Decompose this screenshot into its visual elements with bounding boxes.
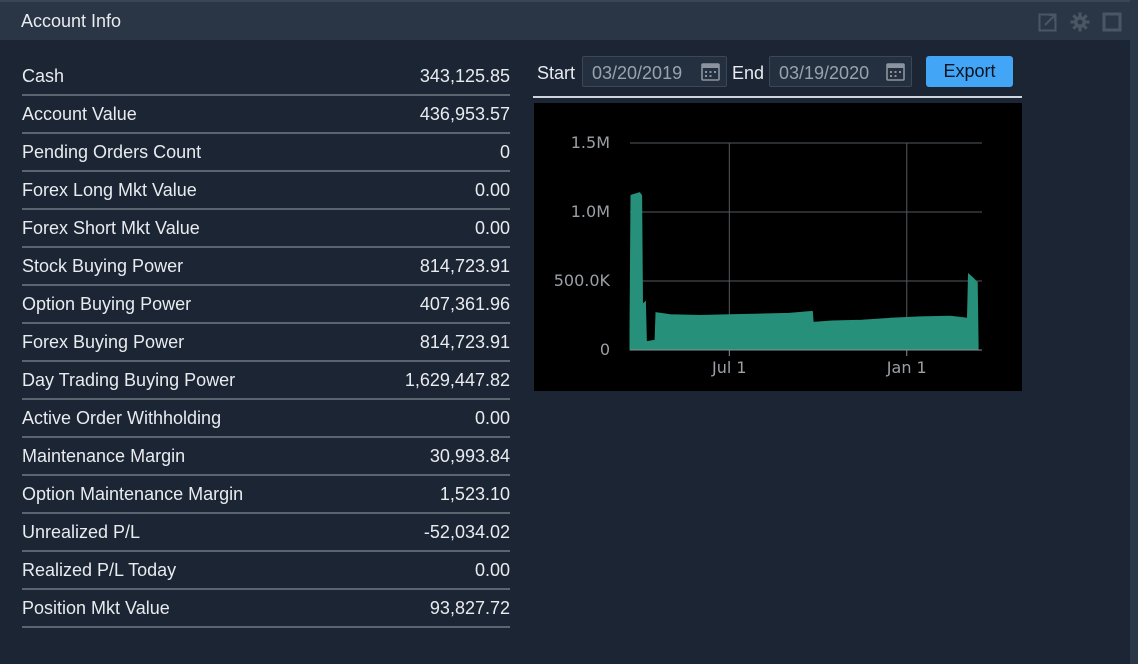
info-row: Pending Orders Count 0 bbox=[22, 134, 510, 172]
info-row: Forex Short Mkt Value 0.00 bbox=[22, 210, 510, 248]
info-row-label: Position Mkt Value bbox=[22, 598, 170, 618]
info-row: Active Order Withholding 0.00 bbox=[22, 400, 510, 438]
area-series bbox=[629, 192, 979, 351]
y-tick-label: 1.0M bbox=[571, 202, 610, 221]
info-row: Forex Long Mkt Value 0.00 bbox=[22, 172, 510, 210]
info-row-label: Forex Short Mkt Value bbox=[22, 218, 200, 238]
calendar-icon[interactable] bbox=[886, 62, 905, 86]
info-row-label: Forex Long Mkt Value bbox=[22, 180, 197, 200]
info-row-value: 0 bbox=[499, 142, 510, 162]
info-row-value: -52,034.02 bbox=[423, 522, 510, 542]
info-row-value: 814,723.91 bbox=[419, 332, 510, 352]
end-label: End bbox=[732, 63, 765, 83]
info-row-label: Option Buying Power bbox=[22, 294, 192, 314]
info-row: Day Trading Buying Power 1,629,447.82 bbox=[22, 362, 510, 400]
info-row-label: Unrealized P/L bbox=[22, 522, 141, 542]
settings-icon[interactable] bbox=[1069, 11, 1090, 32]
info-row: Option Buying Power 407,361.96 bbox=[22, 286, 510, 324]
end-date-input[interactable]: 03/19/2020 bbox=[769, 56, 912, 87]
popout-icon[interactable] bbox=[1037, 11, 1058, 32]
info-row-label: Option Maintenance Margin bbox=[22, 484, 244, 504]
y-tick-label: 1.5M bbox=[571, 133, 610, 152]
info-row-value: 1,523.10 bbox=[439, 484, 510, 504]
info-row-label: Account Value bbox=[22, 104, 137, 124]
info-row: Account Value 436,953.57 bbox=[22, 96, 510, 134]
start-date-input[interactable]: 03/20/2019 bbox=[582, 56, 727, 87]
end-date-value: 03/19/2020 bbox=[779, 63, 870, 83]
info-row: Realized P/L Today 0.00 bbox=[22, 552, 510, 590]
account-value-chart: 0 500.0K 1.0M 1.5M Jul 1 Jan 1 bbox=[534, 103, 1022, 391]
x-tick-label: Jul 1 bbox=[711, 358, 747, 377]
info-row-value: 1,629,447.82 bbox=[404, 370, 510, 390]
info-row-label: Active Order Withholding bbox=[22, 408, 222, 428]
info-row: Maintenance Margin 30,993.84 bbox=[22, 438, 510, 476]
export-button[interactable]: Export bbox=[926, 56, 1013, 87]
info-row-value: 0.00 bbox=[474, 560, 510, 580]
info-row-value: 343,125.85 bbox=[419, 66, 510, 86]
info-row-value: 0.00 bbox=[474, 180, 510, 200]
window-title: Account Info bbox=[21, 11, 122, 31]
maximize-icon[interactable] bbox=[1101, 11, 1122, 32]
window-controls bbox=[1037, 11, 1122, 32]
info-row-value: 93,827.72 bbox=[429, 598, 510, 618]
start-date-value: 03/20/2019 bbox=[592, 63, 683, 83]
info-row-label: Maintenance Margin bbox=[22, 446, 186, 466]
info-row: Cash 343,125.85 bbox=[22, 58, 510, 96]
window-edge bbox=[1130, 0, 1138, 664]
account-info-table: Cash 343,125.85 Account Value 436,953.57 Pen… bbox=[22, 58, 510, 628]
info-row: Forex Buying Power 814,723.91 bbox=[22, 324, 510, 362]
start-label: Start bbox=[537, 63, 576, 83]
info-row-value: 407,361.96 bbox=[419, 294, 510, 314]
info-row: Stock Buying Power 814,723.91 bbox=[22, 248, 510, 286]
window-titlebar: Account Info bbox=[0, 0, 1130, 40]
info-row-value: 30,993.84 bbox=[429, 446, 510, 466]
info-row-value: 0.00 bbox=[474, 218, 510, 238]
info-row-label: Stock Buying Power bbox=[22, 256, 184, 276]
info-row: Position Mkt Value 93,827.72 bbox=[22, 590, 510, 628]
info-row-label: Day Trading Buying Power bbox=[22, 370, 236, 390]
info-row-value: 0.00 bbox=[474, 408, 510, 428]
y-tick-label: 0 bbox=[600, 340, 610, 359]
calendar-icon[interactable] bbox=[701, 62, 720, 86]
y-tick-label: 500.0K bbox=[554, 271, 611, 290]
info-row: Unrealized P/L -52,034.02 bbox=[22, 514, 510, 552]
info-row-label: Forex Buying Power bbox=[22, 332, 185, 352]
info-row-label: Pending Orders Count bbox=[22, 142, 202, 162]
info-row-value: 814,723.91 bbox=[419, 256, 510, 276]
info-row-label: Realized P/L Today bbox=[22, 560, 177, 580]
info-row-label: Cash bbox=[22, 66, 65, 86]
info-row: Option Maintenance Margin 1,523.10 bbox=[22, 476, 510, 514]
x-tick-label: Jan 1 bbox=[886, 358, 927, 377]
date-range-bar: Start 03/20/2019 End 03/19/2020 bbox=[533, 54, 1022, 98]
info-row-value: 436,953.57 bbox=[419, 104, 510, 124]
chart-svg: 0 500.0K 1.0M 1.5M Jul 1 Jan 1 bbox=[554, 133, 982, 377]
